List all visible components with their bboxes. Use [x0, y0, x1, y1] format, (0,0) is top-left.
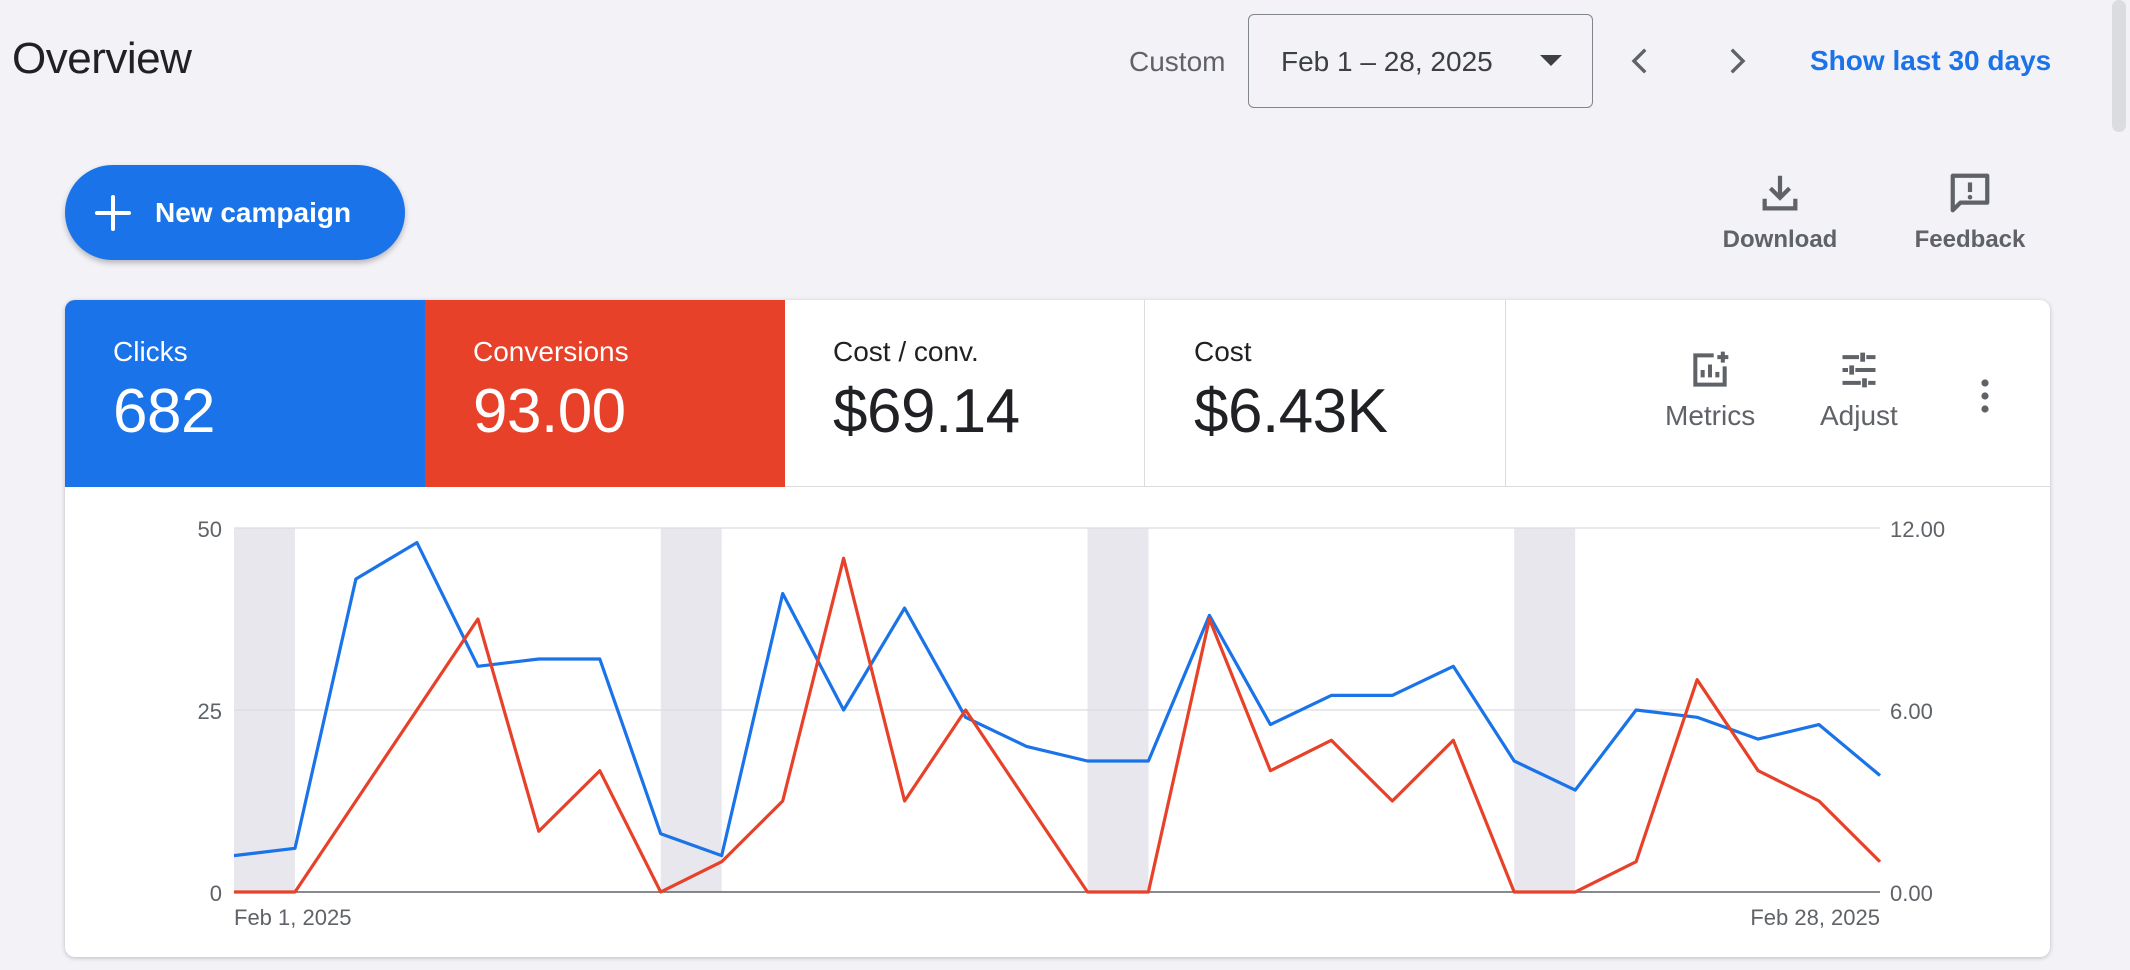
scorecard-cost[interactable]: Cost $6.43K [1146, 300, 1506, 487]
date-range-label: Custom [1129, 46, 1226, 77]
plus-icon [95, 194, 131, 231]
feedback-icon [1950, 173, 1990, 213]
scorecard-name: Conversions [473, 336, 629, 367]
caret-down-icon [1540, 55, 1562, 66]
performance-chart: 50 25 0 12.00 6.00 0.00 Feb 1, 2025 Feb 28, 202… [198, 517, 1946, 930]
scorecard-name: Cost / conv. [833, 336, 979, 367]
more-options-button[interactable] [1965, 376, 2005, 416]
clicks-series-line [233, 541, 1882, 858]
adjust-button[interactable]: Adjust [1820, 348, 1898, 432]
scorecard-name: Cost [1194, 336, 1252, 367]
performance-card: Clicks 682 Conversions 93.00 Cost / conv… [65, 300, 2050, 957]
x-tick-label: Feb 28, 2025 [1750, 905, 1880, 930]
scorecard-value: 93.00 [473, 377, 626, 446]
adjust-label: Adjust [1820, 400, 1898, 431]
show-last-30-days-link[interactable]: Show last 30 days [1810, 45, 2052, 76]
download-button[interactable]: Download [1705, 170, 1855, 254]
chevron-left-icon [1631, 48, 1647, 74]
page-scrollbar[interactable] [2112, 0, 2126, 132]
metrics-button[interactable]: Metrics [1665, 348, 1755, 432]
date-range-value: Feb 1 – 28, 2025 [1281, 46, 1493, 77]
scorecard-row: Clicks 682 Conversions 93.00 Cost / conv… [65, 300, 2050, 487]
scorecard-value: $6.43K [1194, 377, 1388, 446]
conversions-series-line [234, 556, 1882, 894]
add-chart-icon [1693, 351, 1729, 387]
y-right-tick-label: 6.00 [1890, 699, 1933, 724]
tune-icon [1842, 352, 1876, 388]
previous-period-button[interactable] [1616, 36, 1666, 86]
metrics-label: Metrics [1665, 400, 1756, 431]
date-range-select[interactable]: Feb 1 – 28, 2025 [1248, 14, 1593, 108]
new-campaign-button[interactable]: New campaign [65, 165, 405, 260]
feedback-label: Feedback [1914, 226, 2026, 253]
scorecard-clicks[interactable]: Clicks 682 [65, 300, 425, 487]
y-left-tick-label: 0 [210, 881, 222, 906]
new-campaign-label: New campaign [155, 196, 352, 228]
scorecard-value: $69.14 [833, 377, 1020, 446]
y-right-tick-label: 12.00 [1890, 517, 1945, 542]
more-vert-icon [1981, 379, 1989, 413]
y-right-tick-label: 0.00 [1890, 881, 1933, 906]
scorecard-value: 682 [113, 377, 215, 446]
next-period-button[interactable] [1711, 36, 1761, 86]
scorecard-cost-per-conv[interactable]: Cost / conv. $69.14 [785, 300, 1145, 487]
y-left-tick-label: 50 [198, 517, 222, 542]
feedback-button[interactable]: Feedback [1895, 170, 2045, 254]
download-icon [1762, 175, 1798, 211]
scorecard-name: Clicks [113, 336, 188, 367]
download-label: Download [1722, 226, 1838, 253]
x-tick-label: Feb 1, 2025 [234, 905, 351, 930]
y-left-tick-label: 25 [198, 699, 222, 724]
chevron-right-icon [1730, 48, 1746, 74]
scorecard-conversions[interactable]: Conversions 93.00 [425, 300, 785, 487]
page-title: Overview [12, 34, 192, 83]
